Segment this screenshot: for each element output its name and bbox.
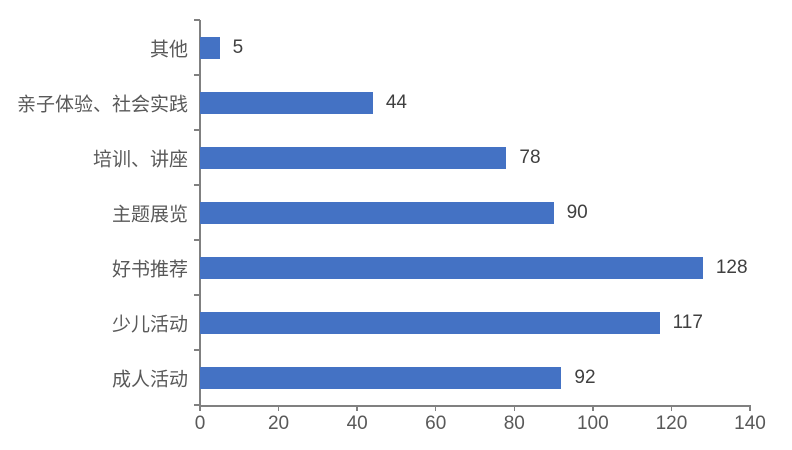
category-label: 培训、讲座 bbox=[92, 149, 188, 170]
value-axis-tick bbox=[356, 405, 358, 411]
bar bbox=[200, 146, 507, 169]
category-axis-line bbox=[199, 20, 201, 406]
value-label: 117 bbox=[672, 311, 703, 333]
value-axis-tick-label: 140 bbox=[734, 413, 766, 434]
category-axis-tick bbox=[194, 129, 200, 131]
value-axis-tick bbox=[749, 405, 751, 411]
bar bbox=[200, 91, 373, 114]
value-axis-tick-label: 120 bbox=[655, 413, 688, 434]
value-axis-tick bbox=[277, 405, 280, 411]
value-axis-line bbox=[199, 405, 750, 407]
category-axis-tick bbox=[194, 74, 200, 76]
bar bbox=[200, 36, 220, 59]
category-label: 其他 bbox=[149, 39, 188, 60]
value-axis-tick bbox=[670, 405, 673, 411]
category-axis-tick bbox=[194, 19, 200, 21]
value-axis-tick-label: 40 bbox=[346, 413, 368, 434]
value-label: 90 bbox=[566, 201, 588, 223]
category-label: 主题展览 bbox=[111, 204, 188, 225]
value-axis-tick bbox=[592, 405, 594, 411]
category-axis-tick bbox=[194, 404, 200, 406]
value-axis-tick bbox=[199, 405, 201, 411]
value-axis-tick bbox=[513, 405, 516, 411]
category-axis-tick bbox=[194, 294, 200, 296]
bar bbox=[200, 256, 703, 279]
bar bbox=[200, 201, 554, 224]
category-label: 好书推荐 bbox=[111, 259, 188, 280]
value-axis-tick-label: 80 bbox=[503, 413, 525, 434]
category-axis-tick bbox=[194, 239, 200, 241]
category-label: 成人活动 bbox=[111, 369, 188, 390]
value-axis-tick-label: 20 bbox=[267, 413, 290, 434]
value-label: 128 bbox=[715, 256, 748, 278]
category-axis-tick bbox=[194, 184, 200, 186]
value-label: 5 bbox=[232, 36, 244, 58]
value-axis-tick bbox=[434, 405, 437, 411]
value-label: 78 bbox=[519, 146, 541, 168]
value-label: 44 bbox=[385, 91, 407, 113]
bar bbox=[200, 311, 660, 334]
category-label: 少儿活动 bbox=[111, 314, 188, 335]
value-axis-tick-label: 0 bbox=[194, 413, 206, 434]
category-label: 亲子体验、社会实践 bbox=[16, 94, 188, 115]
value-axis-tick-label: 60 bbox=[425, 413, 447, 434]
bar bbox=[200, 366, 562, 389]
value-label: 92 bbox=[574, 366, 596, 388]
category-axis-tick bbox=[194, 349, 200, 351]
value-axis-tick-label: 100 bbox=[576, 413, 609, 434]
